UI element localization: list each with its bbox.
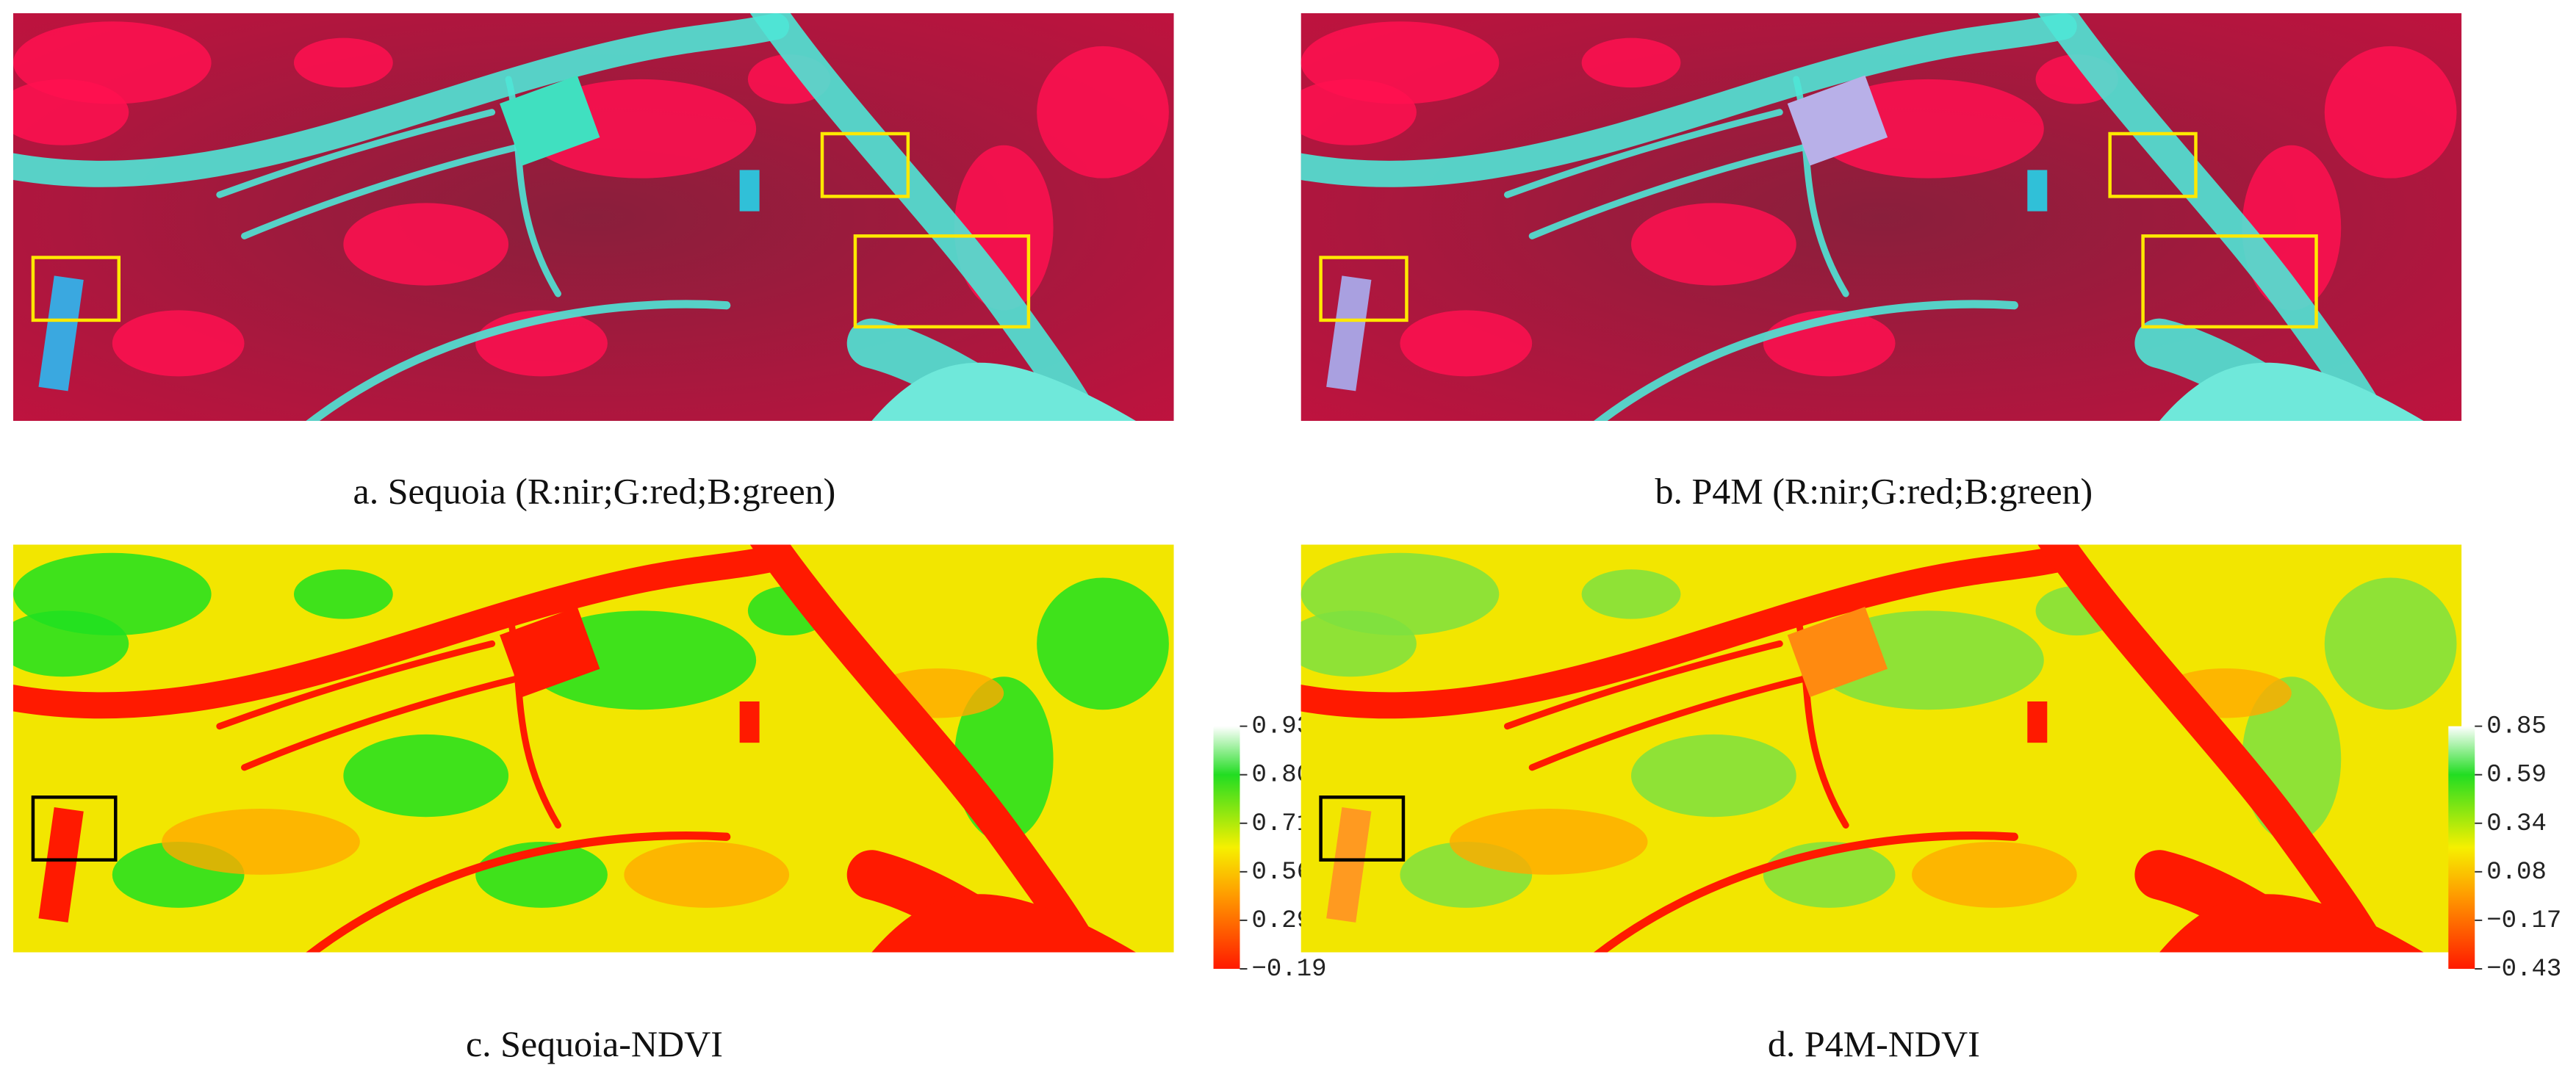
highlight-box bbox=[1319, 256, 1408, 322]
vegetation-patch bbox=[1631, 203, 1796, 286]
building bbox=[739, 170, 760, 212]
vegetation-patch bbox=[1300, 610, 1417, 677]
highlight-box bbox=[820, 131, 910, 198]
vegetation-patch bbox=[12, 79, 129, 145]
colorbar-label: −0.43 bbox=[2486, 956, 2561, 984]
building bbox=[2027, 170, 2048, 212]
road bbox=[241, 673, 529, 771]
vegetation-patch bbox=[343, 203, 509, 286]
building bbox=[1326, 275, 1372, 392]
building bbox=[38, 275, 84, 392]
colorbar-label: 0.85 bbox=[2486, 713, 2547, 741]
building bbox=[739, 701, 760, 743]
sparse-patch bbox=[1449, 809, 1648, 875]
colorbar-label: −0.17 bbox=[2486, 907, 2561, 935]
vegetation-patch bbox=[1400, 310, 1533, 377]
road bbox=[1528, 142, 1816, 239]
colorbar bbox=[1213, 726, 1240, 969]
vegetation-patch bbox=[1581, 569, 1681, 619]
sparse-patch bbox=[1912, 841, 2077, 908]
building bbox=[38, 807, 84, 923]
highlight-box bbox=[1319, 795, 1406, 862]
image-panel bbox=[1300, 544, 2462, 953]
vegetation-patch bbox=[12, 610, 129, 677]
sparse-patch bbox=[162, 809, 360, 875]
building bbox=[500, 75, 600, 166]
colorbar-label: 0.59 bbox=[2486, 762, 2547, 790]
road bbox=[1594, 831, 2018, 953]
building bbox=[500, 607, 600, 698]
road bbox=[1300, 544, 2077, 719]
panel-caption: b. P4M (R:nir;G:red;B:green) bbox=[1655, 470, 2093, 511]
road bbox=[216, 109, 496, 198]
bare-ground bbox=[871, 362, 1136, 421]
road bbox=[1594, 300, 2018, 421]
bare-ground bbox=[871, 894, 1136, 953]
building bbox=[2027, 701, 2048, 743]
vegetation-patch bbox=[1300, 79, 1417, 145]
vegetation-patch bbox=[112, 310, 245, 377]
panel-caption: d. P4M-NDVI bbox=[1768, 1023, 1980, 1064]
highlight-box bbox=[31, 795, 118, 862]
road bbox=[12, 544, 790, 719]
building bbox=[1326, 807, 1372, 923]
vegetation-patch bbox=[2324, 46, 2457, 178]
highlight-box bbox=[2108, 131, 2198, 198]
image-panel bbox=[12, 544, 1174, 953]
colorbar-label: 0.08 bbox=[2486, 859, 2547, 887]
panel-caption: a. Sequoia (R:nir;G:red;B:green) bbox=[353, 470, 836, 511]
image-panel bbox=[1300, 12, 2462, 421]
panel-caption: c. Sequoia-NDVI bbox=[466, 1023, 723, 1064]
colorbar-label: 0.34 bbox=[2486, 810, 2547, 838]
road bbox=[306, 300, 731, 421]
bare-ground bbox=[2159, 362, 2424, 421]
road bbox=[1504, 640, 1783, 730]
vegetation-patch bbox=[293, 569, 393, 619]
road bbox=[241, 142, 529, 239]
road bbox=[12, 12, 790, 187]
road bbox=[306, 831, 731, 953]
sparse-patch bbox=[624, 841, 790, 908]
road bbox=[1528, 673, 1816, 771]
highlight-box bbox=[31, 256, 121, 322]
bare-ground bbox=[2159, 894, 2424, 953]
building bbox=[1787, 75, 1888, 166]
vegetation-patch bbox=[343, 734, 509, 818]
building bbox=[1787, 607, 1888, 698]
road bbox=[1300, 12, 2077, 187]
vegetation-patch bbox=[1581, 37, 1681, 88]
vegetation-patch bbox=[1037, 46, 1169, 178]
road bbox=[1504, 109, 1783, 198]
vegetation-patch bbox=[293, 37, 393, 88]
highlight-box bbox=[2141, 234, 2318, 329]
vegetation-patch bbox=[2324, 577, 2457, 710]
vegetation-patch bbox=[1037, 577, 1169, 710]
highlight-box bbox=[853, 234, 1031, 329]
colorbar bbox=[2448, 726, 2475, 969]
road bbox=[216, 640, 496, 730]
image-panel bbox=[12, 12, 1174, 421]
colorbar-label: −0.19 bbox=[1251, 956, 1326, 984]
vegetation-patch bbox=[1631, 734, 1796, 818]
